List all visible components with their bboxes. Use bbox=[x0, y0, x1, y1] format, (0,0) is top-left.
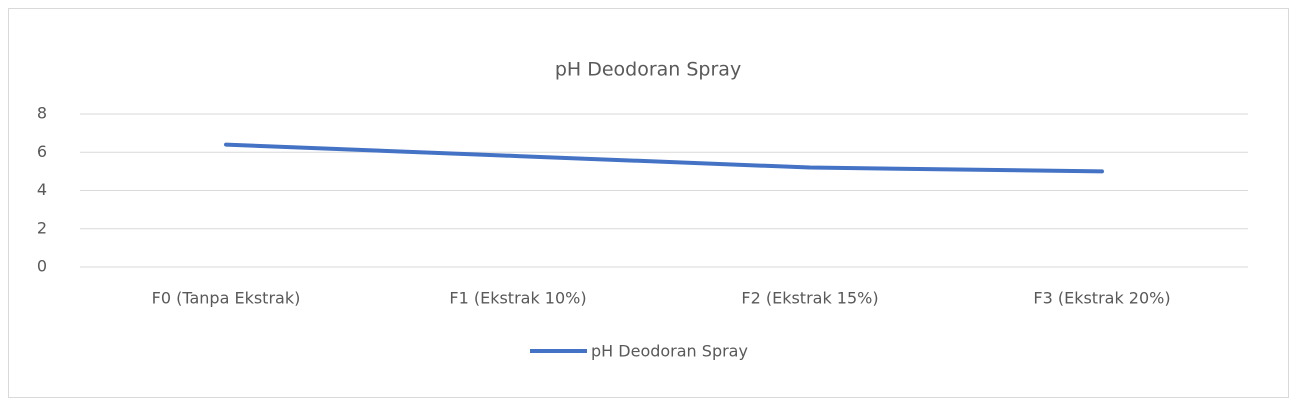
x-tick-label: F3 (Ekstrak 20%) bbox=[1033, 289, 1170, 308]
x-tick-label: F2 (Ekstrak 15%) bbox=[741, 289, 878, 308]
y-tick-label: 6 bbox=[37, 142, 47, 161]
y-tick-label: 0 bbox=[37, 257, 47, 276]
chart-title: pH Deodoran Spray bbox=[555, 59, 741, 81]
y-tick-label: 8 bbox=[37, 104, 47, 123]
x-tick-label: F0 (Tanpa Ekstrak) bbox=[152, 289, 301, 308]
y-tick-label: 2 bbox=[37, 218, 47, 237]
legend-label: pH Deodoran Spray bbox=[591, 342, 748, 361]
x-tick-label: F1 (Ekstrak 10%) bbox=[449, 289, 586, 308]
data-line bbox=[224, 142, 1104, 174]
chart-border bbox=[8, 8, 1289, 398]
y-tick-label: 4 bbox=[37, 180, 47, 199]
